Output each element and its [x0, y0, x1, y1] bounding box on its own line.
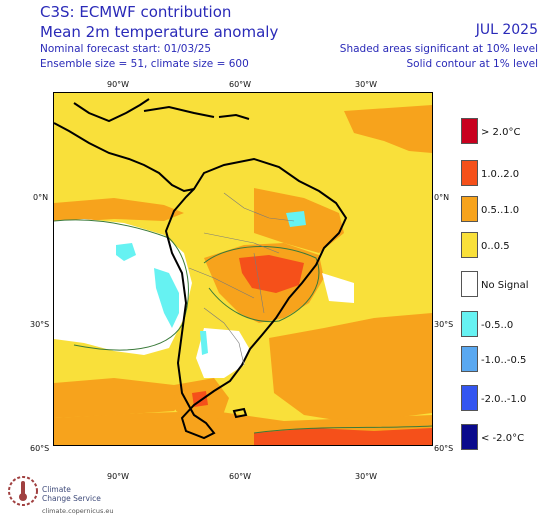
- no-signal-regions: [54, 219, 354, 378]
- axis-left-label: 0°N: [33, 193, 49, 202]
- borders: [188, 192, 295, 366]
- region-cyan-argentina: [200, 331, 208, 355]
- coastlines: [54, 98, 348, 440]
- region-cyan-brazil-coast: [286, 211, 306, 227]
- region-orange-natl: [344, 105, 432, 153]
- axis-bottom-label: 60°W: [229, 472, 252, 481]
- valid-month: JUL 2025: [475, 22, 538, 38]
- legend-label: 1.0..2.0: [481, 169, 520, 180]
- region-white-argentina: [196, 328, 249, 378]
- coast-central-america-north: [73, 98, 150, 123]
- axis-top-label: 90°W: [107, 80, 130, 89]
- region-white-satl-small: [322, 273, 354, 303]
- coast-south-america: [164, 157, 348, 440]
- legend-label: > 2.0°C: [481, 127, 521, 138]
- region-orange-pacific: [54, 198, 184, 223]
- coast-central-america: [54, 122, 195, 193]
- region-white-sepac: [54, 219, 192, 355]
- region-orange-satl: [269, 313, 432, 423]
- region-orange-sepac: [54, 378, 189, 418]
- axis-top-label: 60°W: [229, 80, 252, 89]
- anomaly-map: [53, 92, 433, 446]
- legend-label: No Signal: [481, 280, 529, 291]
- legend-swatch: [461, 196, 478, 222]
- legend-label: 0.5..1.0: [481, 205, 520, 216]
- axis-bottom-label: 90°W: [107, 472, 130, 481]
- axis-left-label: 60°S: [30, 444, 50, 453]
- legend-label: < -2.0°C: [481, 433, 525, 444]
- legend-swatch: [461, 271, 478, 297]
- legend-swatch: [461, 118, 478, 144]
- legend-label: -2.0..-1.0: [481, 394, 527, 405]
- legend-label: -0.5..0: [481, 320, 514, 331]
- legend-swatch: [461, 346, 478, 372]
- axis-left-label: 30°S: [30, 320, 50, 329]
- logo-text-line2: Change Service: [42, 494, 101, 503]
- region-cyan-peru: [154, 268, 179, 328]
- anomaly-neg-0.5-0-regions: [116, 211, 306, 355]
- region-red-paraguay: [239, 255, 304, 293]
- axis-right-label: 30°S: [434, 320, 454, 329]
- thermometer-circle-icon: [8, 476, 38, 506]
- map-canvas: [54, 98, 432, 445]
- axis-right-label: 60°S: [434, 444, 454, 453]
- forecast-start: Nominal forecast start: 01/03/25: [40, 43, 212, 55]
- axis-top-label: 30°W: [355, 80, 378, 89]
- legend-swatch: [461, 385, 478, 411]
- axis-bottom-label: 30°W: [355, 472, 378, 481]
- significance-note: Shaded areas significant at 10% level: [339, 43, 538, 55]
- logo-url: climate.copernicus.eu: [42, 507, 114, 515]
- coast-hispaniola: [218, 113, 250, 120]
- legend-swatch: [461, 232, 478, 258]
- significance-contours: [54, 219, 432, 434]
- title-source: C3S: ECMWF contribution: [40, 3, 232, 21]
- coast-falklands: [232, 407, 248, 419]
- legend-swatch: [461, 424, 478, 450]
- legend-swatch: [461, 311, 478, 337]
- logo-text-line1: Climate: [42, 485, 71, 494]
- ensemble-size: Ensemble size = 51, climate size = 600: [40, 58, 249, 70]
- legend-label: -1.0..-0.5: [481, 355, 527, 366]
- region-red-southern-ocean: [254, 428, 432, 445]
- legend-label: 0..0.5: [481, 241, 510, 252]
- title-variable: Mean 2m temperature anomaly: [40, 23, 279, 41]
- contour-note: Solid contour at 1% level: [406, 58, 538, 70]
- axis-right-label: 0°N: [434, 193, 450, 202]
- region-cyan-pacific: [116, 243, 136, 261]
- legend-swatch: [461, 160, 478, 186]
- coast-cuba: [143, 105, 215, 118]
- anomaly-1.0-2.0-regions: [192, 255, 432, 445]
